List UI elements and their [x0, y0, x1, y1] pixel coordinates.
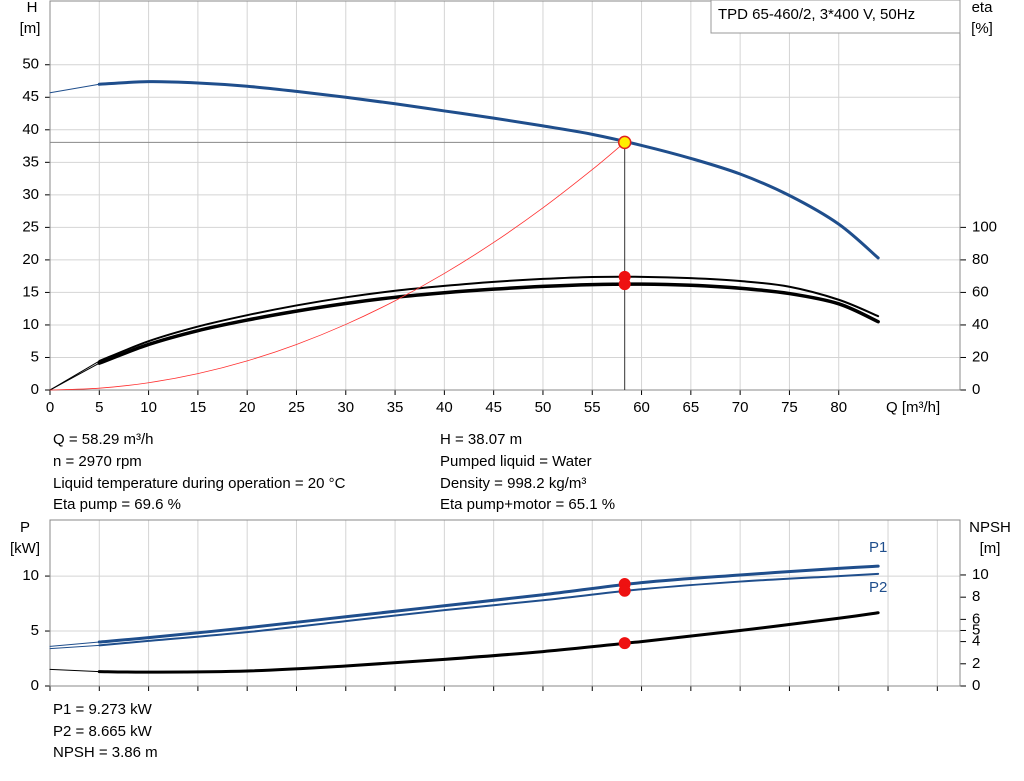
y-tick-label: 50	[22, 56, 39, 73]
y2-tick-label: 10	[972, 566, 989, 583]
y2-axis-unit: [m]	[980, 540, 1001, 557]
y2-tick-label: 8	[972, 588, 980, 605]
y-tick-label: 30	[22, 186, 39, 203]
info-text: Q = 58.29 m³/h	[53, 431, 153, 448]
y2-tick-label: 40	[972, 316, 989, 333]
y-tick-label: 0	[31, 381, 39, 398]
y2-tick-label: 6	[972, 610, 980, 627]
x-axis-label: Q [m³/h]	[886, 399, 940, 416]
plot-area	[50, 520, 960, 686]
x-tick-label: 40	[436, 399, 453, 416]
y-tick-label: 10	[22, 567, 39, 584]
x-tick-label: 70	[732, 399, 749, 416]
x-tick-label: 80	[830, 399, 847, 416]
series-label: P1	[869, 539, 887, 556]
curve	[97, 80, 880, 260]
x-tick-label: 30	[337, 399, 354, 416]
x-tick-label: 60	[633, 399, 650, 416]
y-axis-unit: [m]	[20, 20, 41, 37]
y-tick-label: 5	[31, 622, 39, 639]
y2-tick-label: 80	[972, 251, 989, 268]
x-tick-label: 75	[781, 399, 798, 416]
curve	[49, 644, 100, 650]
plot-border	[49, 0, 961, 391]
x-tick-label: 50	[535, 399, 552, 416]
curve	[49, 362, 100, 391]
curve	[49, 641, 100, 647]
y-axis-unit: [kW]	[10, 540, 40, 557]
y2-axis-label: NPSH	[969, 519, 1011, 536]
plot-area	[50, 1, 960, 390]
y-tick-label: 15	[22, 283, 39, 300]
y2-tick-label: 5	[972, 621, 980, 638]
y2-tick-label: 20	[972, 348, 989, 365]
curve	[98, 275, 880, 363]
info-text: Density = 998.2 kg/m³	[440, 475, 586, 492]
y-tick-label: 45	[22, 88, 39, 105]
y2-tick-label: 100	[972, 218, 997, 235]
curve	[97, 282, 880, 365]
curve	[49, 668, 100, 673]
y2-axis-unit: [%]	[971, 20, 993, 37]
y-tick-label: 20	[22, 251, 39, 268]
info-text: Eta pump = 69.6 %	[53, 496, 181, 513]
y2-tick-label: 4	[972, 633, 980, 650]
curve	[49, 83, 100, 94]
x-tick-label: 0	[46, 399, 54, 416]
info-text: P1 = 9.273 kW	[53, 701, 153, 718]
y-axis-label: P	[20, 519, 30, 536]
curve	[49, 141, 626, 391]
chart-title: TPD 65-460/2, 3*400 V, 50Hz	[718, 6, 915, 23]
title-box	[710, 0, 961, 34]
y2-tick-label: 0	[972, 677, 980, 694]
info-text: n = 2970 rpm	[53, 453, 142, 470]
info-text: NPSH = 3.86 m	[53, 744, 158, 761]
info-text: H = 38.07 m	[440, 431, 522, 448]
y2-tick-label: 2	[972, 655, 980, 672]
curve	[97, 564, 880, 644]
y-tick-label: 25	[22, 218, 39, 235]
y-tick-label: 40	[22, 121, 39, 138]
x-tick-label: 25	[288, 399, 305, 416]
y2-axis-label: eta	[972, 0, 994, 16]
operating-point	[618, 278, 631, 291]
x-tick-label: 45	[485, 399, 502, 416]
y2-tick-label: 0	[972, 381, 980, 398]
info-text: P2 = 8.665 kW	[53, 723, 153, 740]
y-tick-label: 10	[22, 316, 39, 333]
y-axis-label: H	[27, 0, 38, 16]
info-text: Liquid temperature during operation = 20…	[53, 475, 346, 492]
x-tick-label: 5	[95, 399, 103, 416]
operating-point	[618, 584, 631, 597]
operating-point	[617, 135, 632, 150]
plot-border	[49, 519, 961, 687]
series-label: P2	[869, 579, 887, 596]
info-text: Pumped liquid = Water	[440, 453, 592, 470]
y-tick-label: 35	[22, 153, 39, 170]
x-tick-label: 35	[387, 399, 404, 416]
info-text: Eta pump+motor = 65.1 %	[440, 496, 615, 513]
x-tick-label: 65	[683, 399, 700, 416]
x-tick-label: 15	[190, 399, 207, 416]
curve	[98, 572, 880, 647]
y2-tick-label: 60	[972, 283, 989, 300]
y-tick-label: 0	[31, 677, 39, 694]
x-tick-label: 55	[584, 399, 601, 416]
x-tick-label: 10	[140, 399, 157, 416]
curve	[97, 611, 880, 674]
operating-point	[618, 637, 631, 650]
x-tick-label: 20	[239, 399, 256, 416]
y-tick-label: 5	[31, 348, 39, 365]
